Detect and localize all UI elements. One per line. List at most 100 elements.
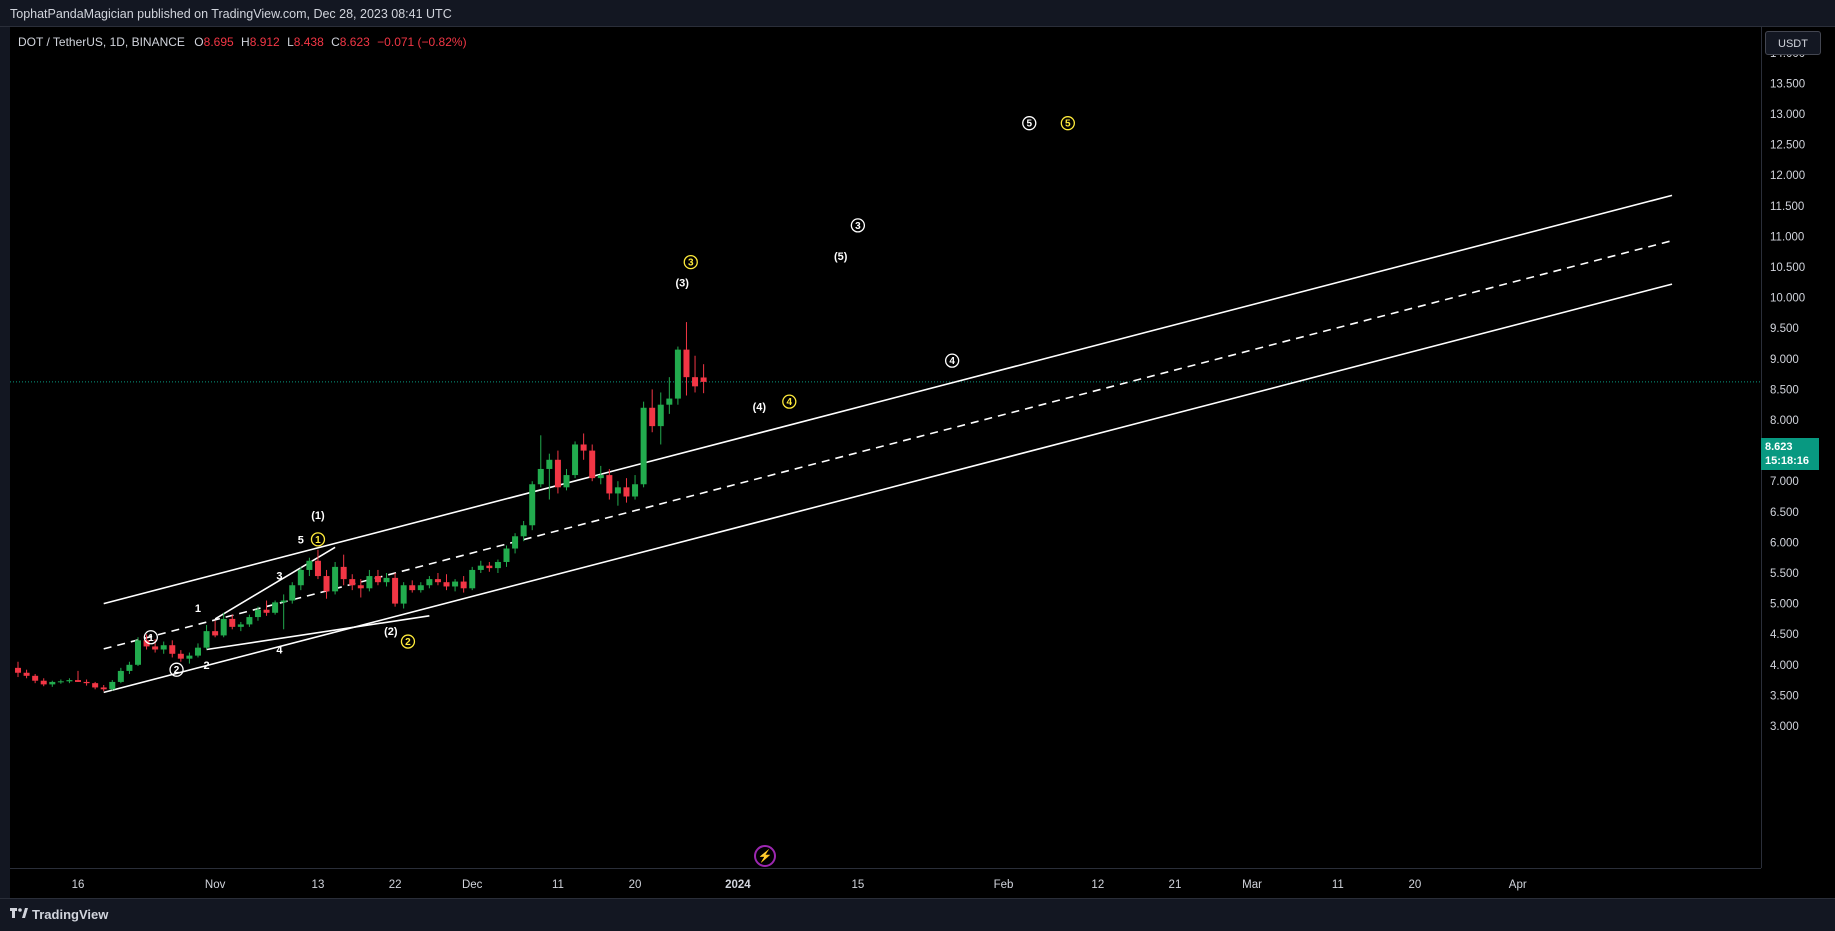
candle-body — [340, 566, 347, 580]
price-tick-label: 8.500 — [1770, 384, 1799, 396]
candle-body — [366, 576, 373, 589]
candle-body — [469, 569, 476, 589]
candle — [229, 614, 236, 630]
candle — [169, 640, 176, 658]
candle-body — [297, 569, 304, 586]
candle — [546, 453, 553, 500]
publish-header: TophatPandaMagician published on Trading… — [0, 0, 1835, 27]
candle-body — [152, 646, 159, 650]
time-tick-label: 16 — [72, 879, 85, 891]
candle-body — [443, 582, 450, 587]
time-tick-label: 12 — [1091, 879, 1104, 891]
time-tick-label: 13 — [312, 879, 325, 891]
time-tick-label: 20 — [1409, 879, 1422, 891]
footer-bar: TradingView — [0, 898, 1835, 931]
candle — [486, 561, 493, 572]
time-tick-label: 2024 — [725, 879, 751, 891]
candle — [220, 612, 227, 638]
wave-label: (5) — [834, 251, 848, 263]
wave-label: 2 — [174, 665, 180, 676]
candle — [520, 520, 527, 542]
candle — [272, 600, 279, 615]
candle-body — [657, 404, 664, 427]
time-tick-label: 15 — [851, 879, 864, 891]
price-tick-label: 9.000 — [1770, 354, 1799, 366]
candle-body — [100, 687, 107, 690]
candle — [460, 576, 467, 593]
wave-label: 1 — [315, 535, 321, 546]
candle-body — [666, 398, 673, 405]
candle — [597, 465, 604, 485]
chart-pane[interactable]: 1 2 1 2 3 4 5 (1) 1 (2) 2 3 (3) (4) 4 (5) 3 4 5 5 — [10, 27, 1761, 868]
tradingview-brand[interactable]: TradingView — [32, 907, 109, 922]
wave-label: 3 — [276, 570, 282, 582]
candle-body — [572, 444, 579, 476]
wave-label: 2 — [203, 660, 209, 672]
price-tick-label: 9.500 — [1770, 323, 1799, 335]
candle-body — [220, 618, 227, 636]
candle-body — [426, 579, 433, 586]
price-tick-label: 8.000 — [1770, 415, 1799, 427]
candle — [340, 554, 347, 586]
candle — [409, 580, 416, 593]
candle-body — [32, 675, 39, 681]
wave-label: 5 — [1065, 119, 1071, 130]
open-value: 8.695 — [203, 35, 234, 49]
candle-body — [383, 577, 390, 583]
chart-canvas[interactable]: 1 2 1 2 3 4 5 (1) 1 (2) 2 3 (3) (4) 4 (5) 3 4 5 5 — [10, 27, 1761, 868]
publish-info: TophatPandaMagician published on Trading… — [10, 7, 452, 21]
candle — [23, 669, 30, 679]
wave-label: (2) — [384, 626, 398, 638]
candle-body — [134, 640, 141, 665]
candle — [494, 559, 501, 573]
wave-label: 4 — [276, 645, 283, 657]
candle-body — [349, 579, 356, 586]
candle-body — [40, 680, 47, 685]
candle — [503, 545, 510, 567]
candle — [529, 481, 536, 531]
candle — [289, 582, 296, 604]
candle — [589, 444, 596, 482]
candle-body — [529, 484, 536, 526]
wave-label: (3) — [675, 277, 689, 289]
candle-body — [400, 585, 407, 604]
price-tick-label: 6.000 — [1770, 537, 1799, 549]
low-label: L — [287, 35, 294, 49]
candle — [683, 322, 690, 396]
trend-line-0 — [103, 194, 1673, 605]
candle-body — [589, 450, 596, 479]
candle-body — [126, 664, 133, 671]
candle-body — [486, 565, 493, 569]
candle-body — [512, 536, 519, 549]
candle-body — [83, 681, 90, 684]
time-axis-ticks: 16 Nov 13 22 Dec 11 20 2024 15 Feb 12 21 Mar 11 20 Apr — [72, 879, 1527, 891]
price-tick-label: 5.500 — [1770, 568, 1799, 580]
candle-body — [186, 655, 193, 659]
price-tick-label: 11.000 — [1770, 231, 1804, 243]
candle-body — [434, 579, 441, 583]
currency-button[interactable]: USDT — [1765, 31, 1821, 55]
candle-body — [520, 525, 527, 537]
wave-label: (4) — [753, 402, 767, 414]
price-tick-label: 7.000 — [1770, 476, 1799, 488]
candle — [606, 468, 613, 500]
candle-body — [75, 680, 81, 682]
candle-body — [374, 576, 381, 583]
time-axis[interactable]: 16 Nov 13 22 Dec 11 20 2024 15 Feb 12 21 Mar 11 20 Apr — [10, 868, 1761, 898]
candle-body — [409, 585, 416, 591]
candle-body — [357, 585, 364, 589]
wave-label-circle — [850, 218, 866, 233]
candle — [49, 680, 56, 687]
candle-body — [614, 487, 621, 494]
lightning-event-icon[interactable]: ⚡ — [754, 845, 776, 867]
candle-body — [117, 670, 124, 682]
candle-body — [314, 560, 321, 577]
candle — [614, 481, 621, 506]
symbol-title[interactable]: DOT / TetherUS, 1D, BINANCE — [18, 35, 185, 49]
high-label: H — [241, 35, 250, 49]
candle-body — [580, 444, 587, 451]
candle-body — [674, 349, 681, 399]
candle — [246, 614, 253, 627]
price-tick-label: 11.500 — [1770, 201, 1804, 213]
candle — [700, 364, 707, 394]
